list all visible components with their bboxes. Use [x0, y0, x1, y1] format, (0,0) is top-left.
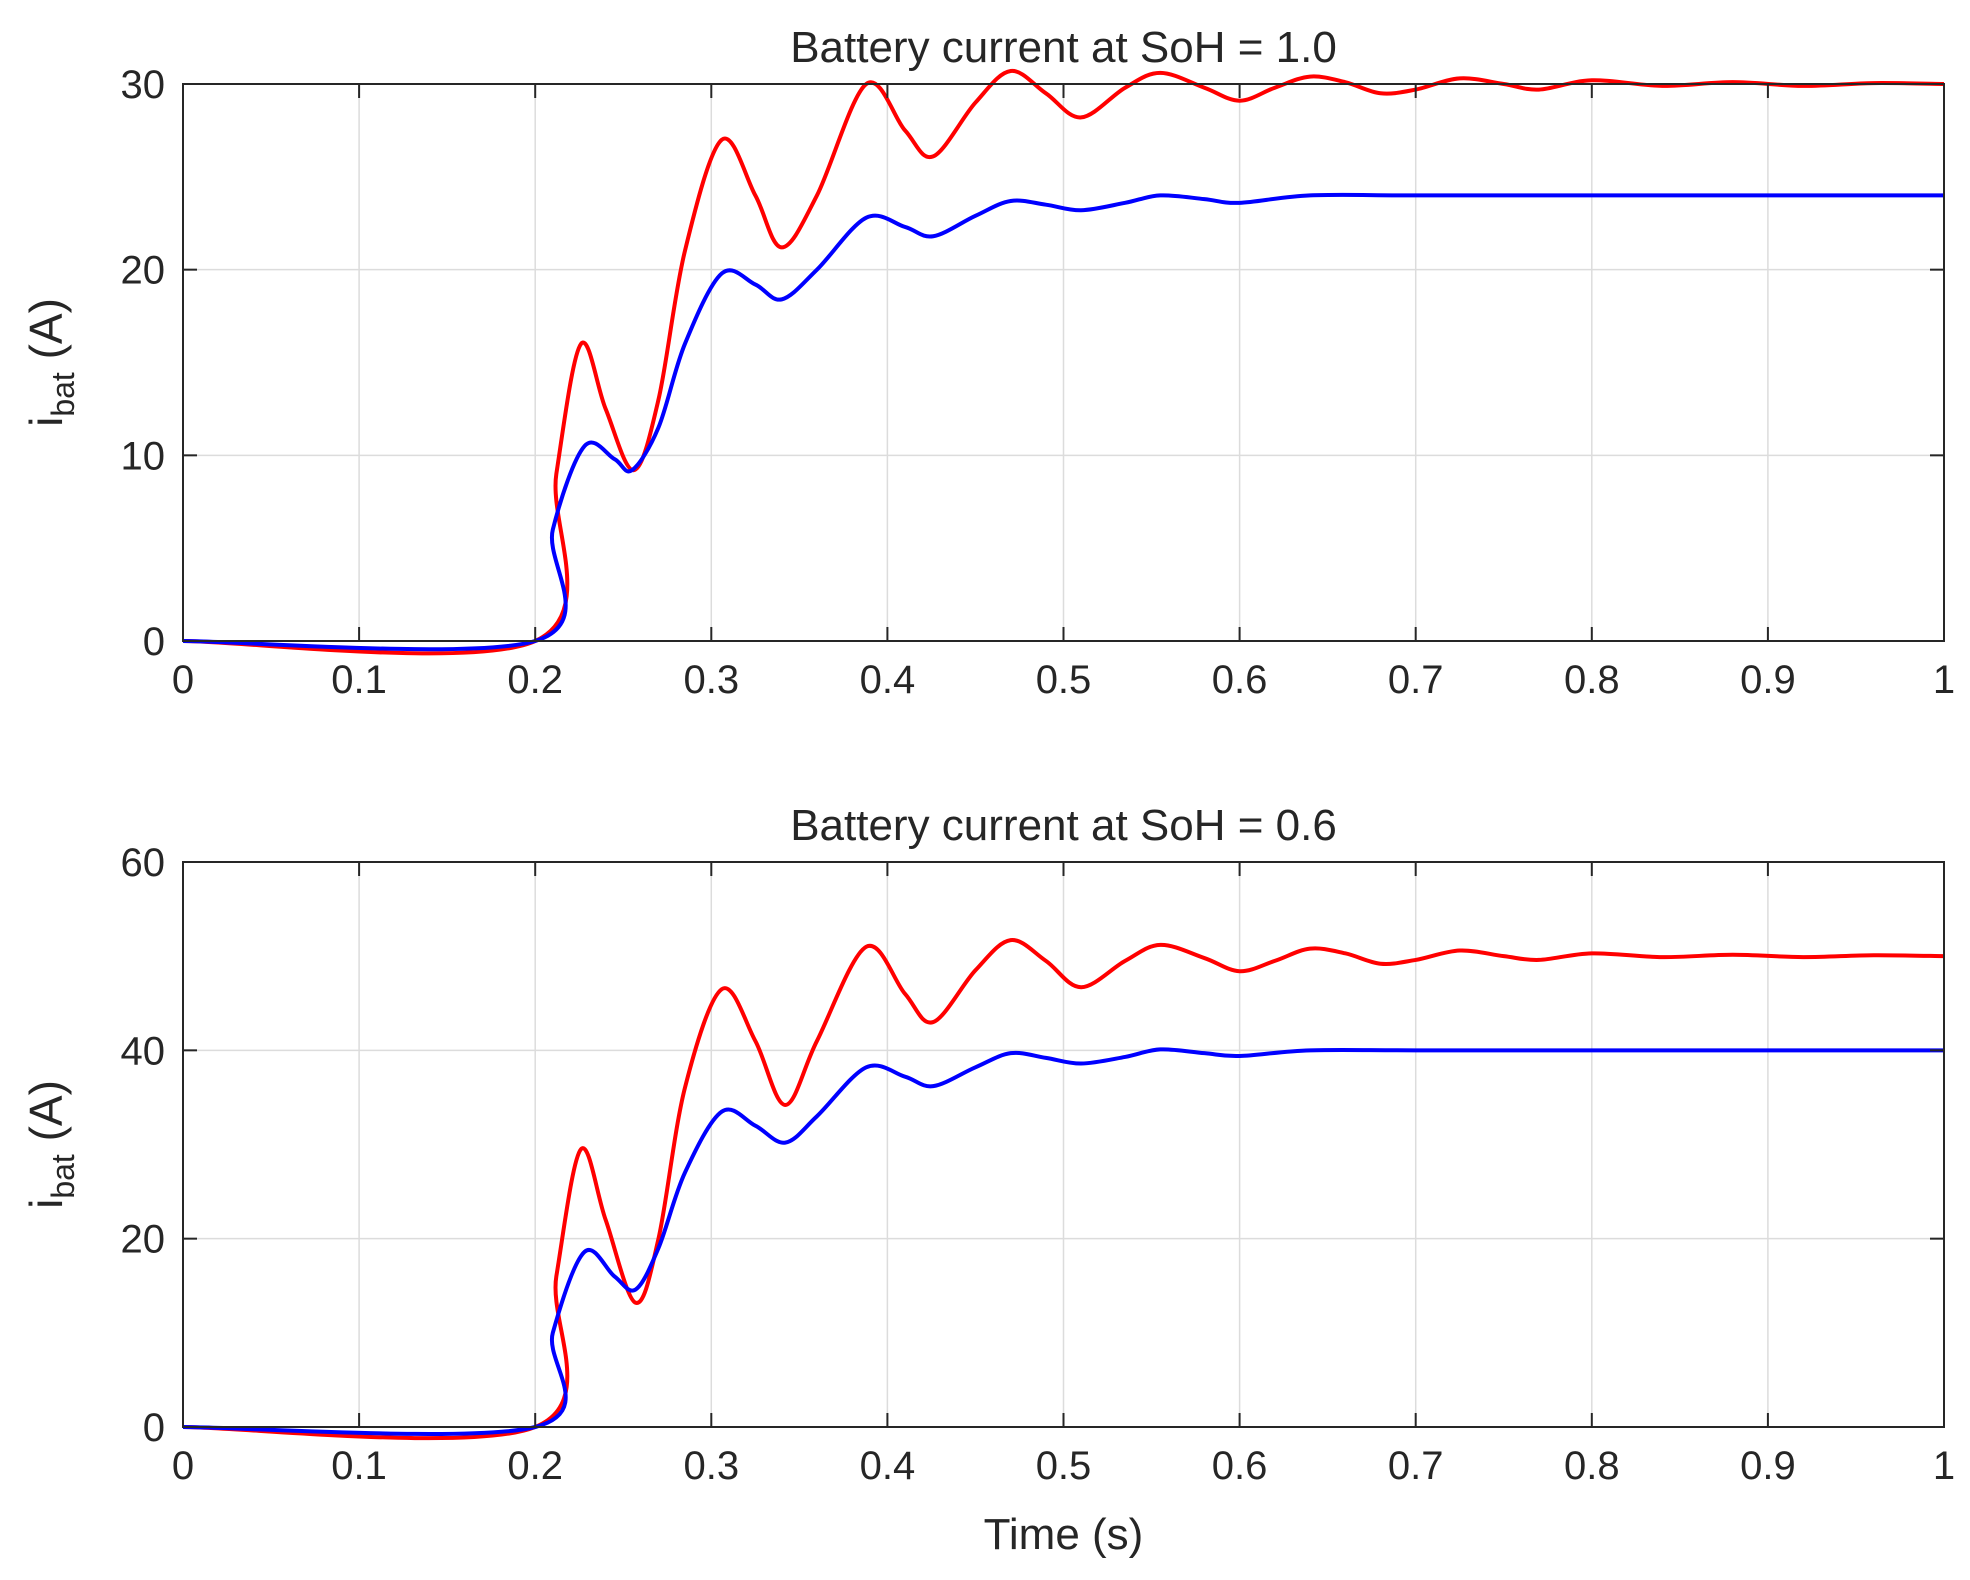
- x-axis-label: Time (s): [984, 1510, 1144, 1559]
- x-tick-label: 0.6: [1212, 1444, 1268, 1488]
- x-tick-label: 0.5: [1036, 1444, 1092, 1488]
- y-axis-label-unit: (A): [20, 298, 72, 372]
- y-axis-label: ibat (A): [20, 298, 81, 427]
- x-tick-label: 0.4: [860, 658, 916, 702]
- y-axis-label: ibat (A): [20, 1080, 81, 1209]
- x-tick-label: 0.7: [1388, 658, 1444, 702]
- x-tick-label: 0.8: [1564, 658, 1620, 702]
- y-tick-label: 20: [121, 249, 166, 293]
- x-tick-label: 0: [172, 1444, 194, 1488]
- y-tick-label: 20: [121, 1218, 166, 1262]
- series-line-red: [182, 938, 1945, 1441]
- x-tick-label: 0.8: [1564, 1444, 1620, 1488]
- y-tick-label: 0: [143, 1406, 165, 1450]
- x-tick-label: 0.3: [683, 1444, 739, 1488]
- x-tick-label: 0.3: [683, 658, 739, 702]
- y-axis-label-unit: (A): [20, 1080, 72, 1154]
- x-tick-label: 1: [1933, 658, 1955, 702]
- y-axis-label-main: i: [20, 1199, 72, 1209]
- x-tick-label: 1: [1933, 1444, 1955, 1488]
- y-axis-label-subscript: bat: [45, 372, 81, 417]
- y-tick-label: 40: [121, 1029, 166, 1073]
- y-tick-label: 0: [143, 620, 165, 664]
- x-tick-label: 0.6: [1212, 658, 1268, 702]
- x-tick-label: 0.7: [1388, 1444, 1444, 1488]
- y-tick-label: 10: [121, 434, 166, 478]
- chart-title: Battery current at SoH = 0.6: [790, 801, 1337, 850]
- series-line-blue: [182, 192, 1944, 652]
- series-line-red: [182, 69, 1945, 656]
- x-tick-label: 0.4: [860, 1444, 916, 1488]
- y-tick-label: 60: [121, 841, 166, 885]
- x-tick-label: 0.1: [331, 658, 387, 702]
- x-tick-label: 0: [172, 658, 194, 702]
- x-tick-label: 0.9: [1740, 1444, 1796, 1488]
- y-axis-label-subscript: bat: [45, 1154, 81, 1199]
- x-tick-label: 0.5: [1036, 658, 1092, 702]
- y-axis-label-main: i: [20, 417, 72, 427]
- top-subplot: 0 0.1 0.2 0.3 0.4 0.5 0.6 0.7 0.8 0.9 10102030Batt…: [20, 23, 1955, 702]
- y-tick-label: 30: [121, 63, 166, 107]
- x-tick-label: 0.9: [1740, 658, 1796, 702]
- series-line-blue: [182, 1047, 1944, 1436]
- x-tick-label: 0.2: [507, 658, 563, 702]
- bottom-subplot: 0 0.1 0.2 0.3 0.4 0.5 0.6 0.7 0.8 0.9 1 0 20 40 60 Batt…: [20, 801, 1955, 1559]
- x-tick-label: 0.1: [331, 1444, 387, 1488]
- chart-title: Battery current at SoH = 1.0: [790, 23, 1337, 72]
- x-tick-label: 0.2: [507, 1444, 563, 1488]
